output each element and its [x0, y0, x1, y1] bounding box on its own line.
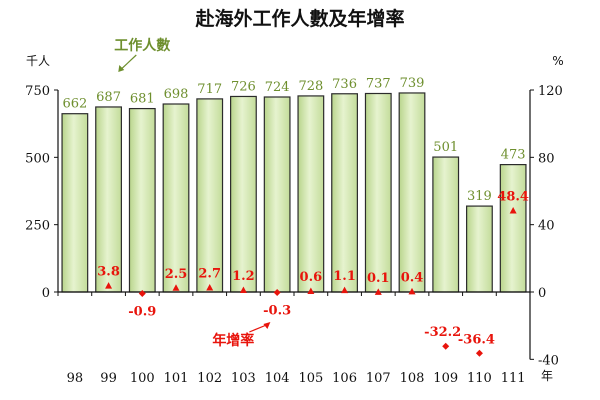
- x-tick-label: 109: [433, 371, 458, 386]
- left-axis-unit: 千人: [26, 54, 50, 68]
- rate-value-label: 3.8: [97, 265, 120, 280]
- bar-value-label: 737: [366, 77, 391, 92]
- left-tick-label: 500: [25, 151, 50, 166]
- bar-109: [432, 156, 460, 293]
- rate-marker: [475, 349, 483, 357]
- rate-marker: [509, 207, 517, 214]
- rate-value-label: 1.1: [333, 269, 356, 284]
- bar-value-label: 687: [96, 90, 121, 105]
- rate-marker: [206, 283, 214, 291]
- bars-series-callout: 工作人數: [114, 37, 170, 54]
- chart-title: 赴海外工作人數及年增率: [194, 7, 404, 30]
- bar-value-label: 501: [433, 140, 458, 155]
- left-tick-label: 250: [25, 219, 50, 234]
- right-tick-label: 0: [538, 286, 546, 301]
- x-tick-label: 99: [100, 371, 117, 386]
- bar-98: [61, 113, 89, 293]
- x-tick-label: 100: [130, 371, 155, 386]
- bar-value-label: 473: [501, 148, 526, 163]
- bar-value-label: 739: [400, 76, 425, 91]
- x-tick-label: 105: [298, 371, 323, 386]
- rate-marker: [442, 342, 450, 350]
- x-axis-unit: 年: [541, 369, 553, 383]
- x-tick-label: 102: [197, 371, 222, 386]
- bar-value-label: 736: [332, 77, 357, 92]
- bar-101: [162, 103, 190, 293]
- x-tick-label: 111: [501, 371, 526, 386]
- rate-value-label: 0.4: [401, 270, 424, 285]
- rate-value-label: -36.4: [458, 332, 495, 347]
- rate-series-callout: 年增率: [212, 332, 254, 349]
- right-tick-label: 120: [538, 84, 563, 99]
- rate-value-label: 1.2: [232, 269, 255, 284]
- bar-110: [466, 205, 493, 293]
- bar-102: [196, 98, 224, 293]
- rate-marker: [172, 284, 180, 291]
- rate-marker: [105, 282, 113, 289]
- bar-value-label: 726: [231, 79, 256, 94]
- bar-value-label: 319: [467, 189, 492, 204]
- x-tick-label: 108: [400, 371, 425, 386]
- left-tick-label: 750: [25, 84, 50, 99]
- x-tick-label: 101: [164, 371, 189, 386]
- bar-value-label: 728: [298, 79, 323, 94]
- bar-100: [128, 107, 156, 293]
- bar-107: [364, 92, 392, 293]
- rate-marker: [138, 290, 146, 298]
- bar-111: [499, 164, 527, 293]
- plot-area: 662 687 681 698 717 726 724 728 736 737 739 501 319 4…: [25, 37, 563, 386]
- right-axis-unit: %: [552, 54, 563, 68]
- rate-value-label: -0.3: [263, 304, 291, 319]
- rate-value-label: 48.4: [497, 190, 529, 205]
- bar-103: [230, 95, 257, 293]
- rate-value-label: 0.6: [300, 270, 323, 285]
- bar-value-label: 698: [164, 87, 189, 102]
- x-tick-label: 106: [332, 371, 357, 386]
- rate-value-label: 2.7: [198, 266, 221, 281]
- rate-callout-arrowhead: [263, 322, 271, 329]
- rate-marker: [408, 287, 416, 295]
- bar-value-label: 717: [197, 82, 222, 97]
- rate-marker: [273, 289, 281, 297]
- bar-105: [297, 95, 325, 293]
- bars-callout-arrow: [119, 54, 137, 71]
- right-tick-label: 80: [538, 151, 555, 166]
- rate-value-label: -32.2: [424, 325, 461, 340]
- bar-value-label: 662: [62, 97, 87, 112]
- bar-99: [95, 106, 122, 293]
- bar-value-label: 724: [265, 80, 290, 95]
- bar-106: [331, 93, 358, 293]
- rate-value-label: 0.1: [367, 271, 390, 286]
- x-tick-label: 107: [366, 371, 391, 386]
- bars-callout-arrowhead: [118, 65, 125, 72]
- right-tick-label: -40: [538, 353, 559, 368]
- rate-marker: [374, 288, 382, 295]
- rate-marker: [239, 286, 247, 293]
- bar-104: [263, 96, 291, 293]
- right-tick-label: 40: [538, 219, 555, 234]
- bar-value-label: 681: [130, 92, 155, 107]
- rate-marker: [341, 286, 349, 294]
- rate-marker: [307, 287, 315, 294]
- x-tick-label: 104: [265, 371, 290, 386]
- x-tick-label: 110: [467, 371, 492, 386]
- rate-callout-arrow: [249, 324, 267, 333]
- x-tick-label: 103: [231, 371, 256, 386]
- rate-value-label: -0.9: [128, 305, 156, 320]
- left-tick-label: 0: [42, 286, 50, 301]
- x-tick-label: 98: [67, 371, 84, 386]
- rate-value-label: 2.5: [165, 267, 188, 282]
- bar-108: [398, 92, 426, 293]
